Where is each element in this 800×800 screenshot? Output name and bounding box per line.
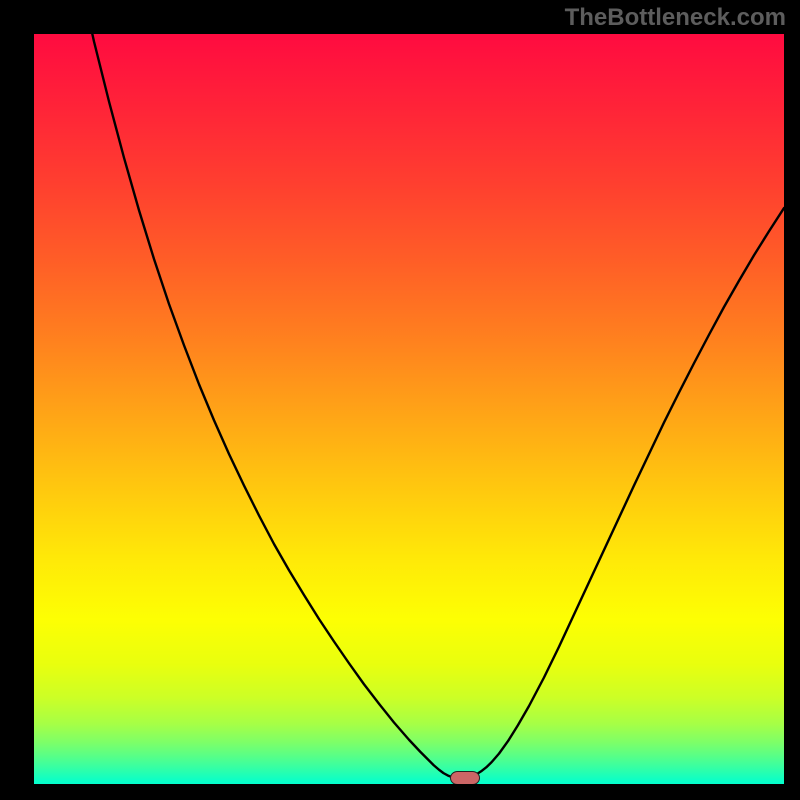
chart-frame: TheBottleneck.com [0,0,800,800]
watermark-text: TheBottleneck.com [565,4,786,32]
optimum-marker [450,771,480,784]
plot-area [34,34,784,784]
plot-svg [34,34,784,784]
